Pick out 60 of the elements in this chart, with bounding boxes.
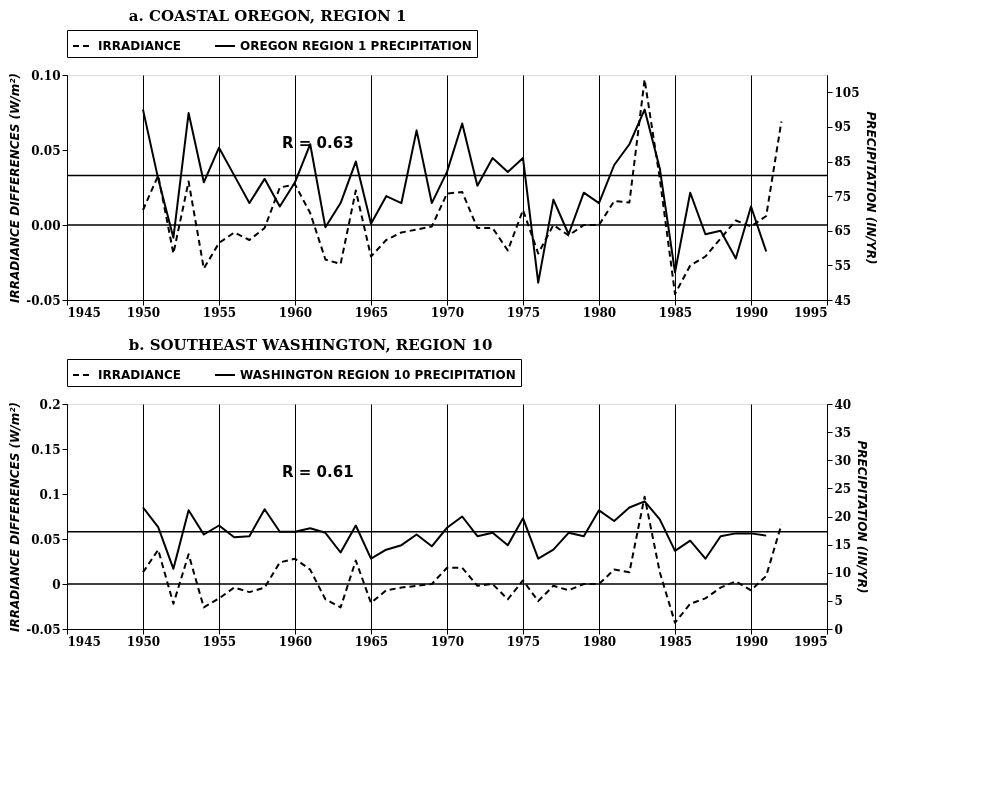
x-tick-label: 1945 [67, 305, 101, 320]
x-tick-label: 1960 [278, 634, 313, 649]
y-tick-label: 0.2 [39, 397, 61, 412]
y2-tick-label: 15 [834, 538, 852, 553]
x-tick-label: 1965 [354, 305, 389, 320]
y2-tick-label: 75 [834, 189, 852, 204]
x-tick-label: 1995 [794, 305, 828, 320]
x-tick-label: 1960 [278, 305, 313, 320]
x-tick-label: 1955 [202, 305, 237, 320]
x-tick-label: 1975 [506, 305, 541, 320]
x-tick-label: 1985 [658, 634, 693, 649]
x-tick-label: 1970 [430, 634, 465, 649]
y2-tick-label: 20 [834, 510, 852, 524]
y2-tick-label: 85 [834, 155, 852, 170]
y2-tick-label: 25 [834, 481, 852, 496]
y-tick-label: -0.05 [26, 622, 61, 637]
y2-tick-label: 65 [834, 224, 852, 239]
chart-title: b. SOUTHEAST WASHINGTON, REGION 10 [128, 335, 493, 354]
x-tick-label: 1965 [354, 634, 389, 649]
y2-axis-title: PRECIPITATION (IN/YR) [855, 440, 870, 594]
y2-tick-label: 40 [834, 397, 852, 412]
x-tick-label: 1990 [734, 634, 769, 649]
y2-tick-label: 95 [834, 120, 852, 135]
y-axis-title: IRRADIANCE DIFFERENCES (W/m²) [8, 73, 23, 303]
x-tick-label: 1950 [126, 634, 161, 649]
legend-label: IRRADIANCE [98, 368, 181, 382]
y2-tick-label: 105 [834, 85, 860, 100]
x-tick-label: 1990 [734, 305, 769, 320]
x-tick-label: 1945 [67, 634, 101, 649]
y2-tick-label: 10 [834, 566, 852, 581]
y2-tick-label: 35 [834, 425, 852, 440]
y2-tick-label: 45 [834, 293, 852, 308]
y2-tick-label: 0 [834, 622, 843, 637]
legend-label: OREGON REGION 1 PRECIPITATION [240, 39, 472, 53]
y-tick-label: 0.05 [31, 143, 61, 158]
y-tick-label: 0.05 [31, 532, 61, 547]
y-tick-label: -0.05 [26, 293, 61, 308]
chart-title: a. COASTAL OREGON, REGION 1 [128, 6, 407, 25]
x-tick-label: 1995 [794, 634, 828, 649]
y-tick-label: 0 [52, 577, 61, 592]
legend-label: WASHINGTON REGION 10 PRECIPITATION [240, 368, 516, 382]
x-tick-label: 1975 [506, 634, 541, 649]
x-tick-label: 1950 [126, 305, 161, 320]
y2-tick-label: 55 [834, 258, 852, 273]
y-tick-label: 0.10 [31, 68, 61, 83]
legend-label: IRRADIANCE [98, 39, 181, 53]
y-tick-label: 0.00 [31, 218, 61, 233]
annotation: R = 0.61 [282, 462, 354, 481]
x-tick-label: 1980 [582, 634, 617, 649]
y2-tick-label: 30 [834, 453, 852, 468]
y-axis-title: IRRADIANCE DIFFERENCES (W/m²) [8, 402, 23, 632]
annotation: R = 0.63 [282, 133, 354, 152]
y-tick-label: 0.1 [39, 487, 61, 502]
x-tick-label: 1970 [430, 305, 465, 320]
y2-axis-title: PRECIPITATION (IN/YR) [863, 111, 878, 265]
x-tick-label: 1985 [658, 305, 693, 320]
x-tick-label: 1955 [202, 634, 237, 649]
y2-tick-label: 5 [834, 594, 843, 609]
y-tick-label: 0.15 [31, 442, 61, 457]
x-tick-label: 1980 [582, 305, 617, 320]
